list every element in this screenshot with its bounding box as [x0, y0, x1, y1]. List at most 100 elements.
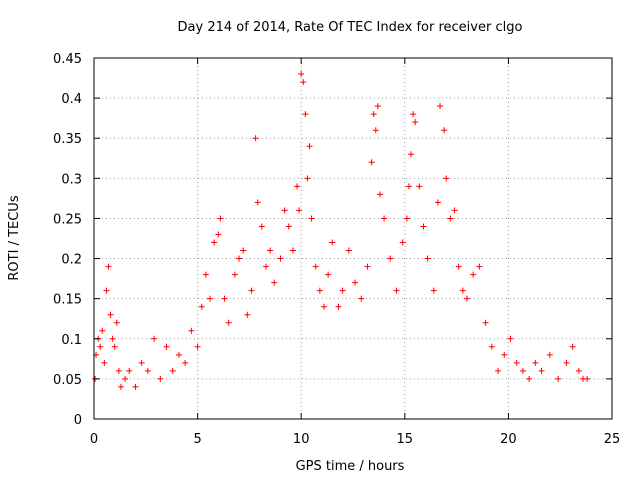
data-point — [463, 295, 470, 302]
data-point — [217, 215, 224, 222]
y-axis-label: ROTI / TECUs — [7, 195, 22, 280]
data-point — [352, 279, 359, 286]
data-point — [476, 263, 483, 270]
data-point — [111, 343, 118, 350]
data-point — [408, 151, 415, 158]
data-point — [294, 183, 301, 190]
data-point — [101, 359, 108, 366]
x-tick-label: 15 — [397, 432, 414, 447]
data-point — [99, 327, 106, 334]
data-point — [335, 303, 342, 310]
data-point — [405, 183, 412, 190]
y-tick-label: 0.05 — [53, 373, 82, 388]
data-point — [584, 375, 591, 382]
data-point — [271, 279, 278, 286]
data-point — [470, 271, 477, 278]
data-point — [215, 231, 222, 238]
data-point — [501, 351, 508, 358]
data-point — [575, 367, 582, 374]
data-point — [488, 343, 495, 350]
data-point — [443, 175, 450, 182]
data-point — [296, 207, 303, 214]
x-tick-label: 0 — [90, 432, 98, 447]
data-point — [555, 375, 562, 382]
data-point — [144, 367, 151, 374]
data-point — [107, 311, 114, 318]
y-tick-label: 0.45 — [53, 52, 82, 67]
data-point — [169, 367, 176, 374]
data-point — [188, 327, 195, 334]
data-point — [225, 319, 232, 326]
data-point — [513, 359, 520, 366]
data-point — [320, 303, 327, 310]
data-point — [244, 311, 251, 318]
data-point — [281, 207, 288, 214]
data-point — [387, 255, 394, 262]
data-point — [182, 359, 189, 366]
data-point — [113, 319, 120, 326]
data-point — [115, 367, 122, 374]
data-point — [285, 223, 292, 230]
x-tick-label: 5 — [193, 432, 201, 447]
data-point — [339, 287, 346, 294]
data-point — [198, 303, 205, 310]
data-point — [519, 367, 526, 374]
data-point — [412, 119, 419, 126]
data-point — [430, 287, 437, 294]
data-point — [495, 367, 502, 374]
data-point — [252, 135, 259, 142]
data-point — [569, 343, 576, 350]
data-point — [370, 111, 377, 118]
data-point — [424, 255, 431, 262]
data-point — [105, 263, 112, 270]
data-point — [455, 263, 462, 270]
data-point — [441, 127, 448, 134]
data-point — [410, 111, 417, 118]
x-tick-label: 25 — [604, 432, 621, 447]
data-point — [298, 71, 305, 78]
data-point — [306, 143, 313, 150]
data-point — [240, 247, 247, 254]
data-point — [526, 375, 533, 382]
data-point — [132, 383, 139, 390]
data-point — [368, 159, 375, 166]
data-point — [393, 287, 400, 294]
data-point — [308, 215, 315, 222]
x-axis-label: GPS time / hours — [296, 459, 405, 474]
data-point — [277, 255, 284, 262]
y-tick-label: 0.35 — [53, 132, 82, 147]
data-point — [117, 383, 124, 390]
data-point — [374, 103, 381, 110]
data-point — [532, 359, 539, 366]
data-point — [254, 199, 261, 206]
data-point — [459, 287, 466, 294]
data-point — [447, 215, 454, 222]
data-point — [381, 215, 388, 222]
x-tick-label: 10 — [293, 432, 310, 447]
data-point — [258, 223, 265, 230]
data-point — [194, 343, 201, 350]
grid-lines — [94, 58, 612, 419]
y-tick-label: 0.3 — [61, 172, 82, 187]
data-point — [202, 271, 209, 278]
data-point — [302, 111, 309, 118]
data-point — [207, 295, 214, 302]
data-point — [372, 127, 379, 134]
chart-title: Day 214 of 2014, Rate Of TEC Index for r… — [178, 20, 523, 35]
y-tick-label: 0.2 — [61, 253, 82, 268]
data-point — [329, 239, 336, 246]
data-point — [151, 335, 158, 342]
y-tick-label: 0.1 — [61, 333, 82, 348]
data-point — [345, 247, 352, 254]
data-point — [325, 271, 332, 278]
data-point — [416, 183, 423, 190]
data-point — [434, 199, 441, 206]
y-tick-label: 0.4 — [61, 92, 82, 107]
data-point — [420, 223, 427, 230]
data-point — [364, 263, 371, 270]
data-point — [236, 255, 243, 262]
data-point — [304, 175, 311, 182]
data-point — [451, 207, 458, 214]
